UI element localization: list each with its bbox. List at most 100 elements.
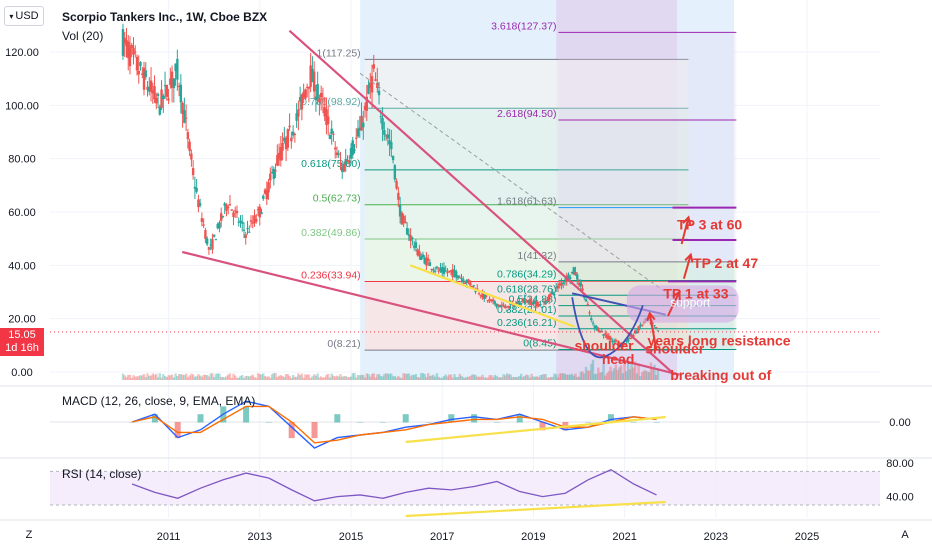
fib-right-label: 0.618(28.76) <box>497 283 557 295</box>
candle-body <box>398 204 402 217</box>
volume-bar <box>351 373 354 380</box>
candle-body <box>397 192 400 200</box>
auto-scale-button[interactable]: A <box>901 529 909 541</box>
last-price-badge: 15.05 1d 16h <box>0 328 44 356</box>
candle-body <box>595 326 598 330</box>
candle-body <box>432 269 435 271</box>
candle-body <box>383 130 386 135</box>
volume-bar <box>426 373 430 380</box>
arrow-tp1 <box>667 291 681 317</box>
fib-left-zone <box>364 169 689 205</box>
candle-body <box>291 131 295 136</box>
volume-bar <box>521 376 525 380</box>
volume-bar <box>633 361 637 380</box>
candle-body <box>384 135 388 137</box>
candle-body <box>539 304 542 306</box>
candle-body <box>611 340 614 343</box>
candle-body <box>153 86 156 100</box>
volume-bar <box>363 377 367 380</box>
volume-bar <box>202 374 205 380</box>
candle-body <box>477 293 481 295</box>
volume-bar <box>546 377 549 380</box>
candle-body <box>612 341 616 343</box>
volume-bar <box>267 376 270 380</box>
fib-right-label: 1.618(61.63) <box>497 196 557 208</box>
zoom-button[interactable]: Z <box>25 529 33 541</box>
candle-body <box>488 298 491 300</box>
annotation-layer: TP 3 at 60 TP 2 at 47 TP 1 at 33 years long… <box>574 216 790 383</box>
candle-body <box>335 152 339 156</box>
candle-body <box>227 206 230 209</box>
volume-bar <box>377 373 381 380</box>
volume-bar <box>232 373 235 380</box>
volume-bar <box>607 371 611 380</box>
candle-body <box>591 322 595 324</box>
arrow-tp2-head <box>684 252 694 263</box>
price-axis-label: 80.00 <box>8 154 36 166</box>
currency-button[interactable]: ▾ USD <box>4 6 44 26</box>
volume-bar <box>242 377 246 380</box>
candle-body <box>214 239 218 241</box>
candle-body <box>281 143 284 151</box>
volume-bar <box>302 377 305 380</box>
candle-body <box>474 290 477 292</box>
candle-body <box>483 293 486 300</box>
volume-bar <box>449 374 453 380</box>
macd-histogram-bar <box>379 422 386 423</box>
candle-body <box>586 304 589 306</box>
volume-bar <box>525 374 528 380</box>
candle-body <box>486 300 490 302</box>
volume-bar <box>181 374 184 380</box>
volume-bar <box>476 376 479 380</box>
candle-body <box>628 338 632 340</box>
volume-bar <box>249 375 253 380</box>
candle-body <box>334 147 337 150</box>
volume-bar <box>530 373 533 380</box>
candle-body <box>519 303 523 305</box>
fib-right-label: 0.236(16.21) <box>497 317 557 329</box>
volume-bar <box>500 377 504 380</box>
resistance-trendline <box>288 29 676 376</box>
macd-histogram-bar <box>129 422 136 423</box>
candle-body <box>314 96 318 101</box>
candle-body <box>183 110 186 123</box>
candle-body <box>449 270 453 273</box>
time-axis-label: 2019 <box>521 531 545 543</box>
volume-bar <box>493 374 497 380</box>
volume-bar <box>141 375 144 380</box>
volume-bar <box>393 375 397 380</box>
candle-body <box>430 268 433 270</box>
candle-body <box>605 334 609 339</box>
candle-body <box>237 221 240 223</box>
volume-bar <box>404 373 407 380</box>
macd-histogram-bar <box>630 422 637 423</box>
candle-body <box>134 51 137 53</box>
volume-bar <box>172 377 176 380</box>
volume-bar <box>488 375 491 380</box>
arrow-tp1-head <box>672 290 681 301</box>
last-price: 15.05 <box>8 329 36 341</box>
candle-body <box>451 269 454 278</box>
volume-bar <box>502 374 505 380</box>
volume-bar <box>146 373 149 380</box>
annotation-text: years long resistance <box>647 332 790 348</box>
candle-body <box>305 86 309 88</box>
candle-body <box>416 249 419 256</box>
drawings-layer <box>50 29 880 376</box>
candle-body <box>476 288 479 290</box>
candle-body <box>177 85 181 88</box>
volume-bar <box>398 377 402 380</box>
candle-body <box>472 285 475 287</box>
volume-bar <box>644 370 647 380</box>
candle-body <box>405 228 409 235</box>
volume-bar <box>462 377 465 380</box>
candle-body <box>512 305 516 308</box>
candle-body <box>244 234 247 238</box>
candle-body <box>626 337 630 342</box>
volume-bar <box>335 375 339 380</box>
volume-bar <box>330 373 333 380</box>
volume-bar <box>583 373 586 380</box>
candle-body <box>304 89 307 99</box>
volume-bar <box>602 363 605 380</box>
